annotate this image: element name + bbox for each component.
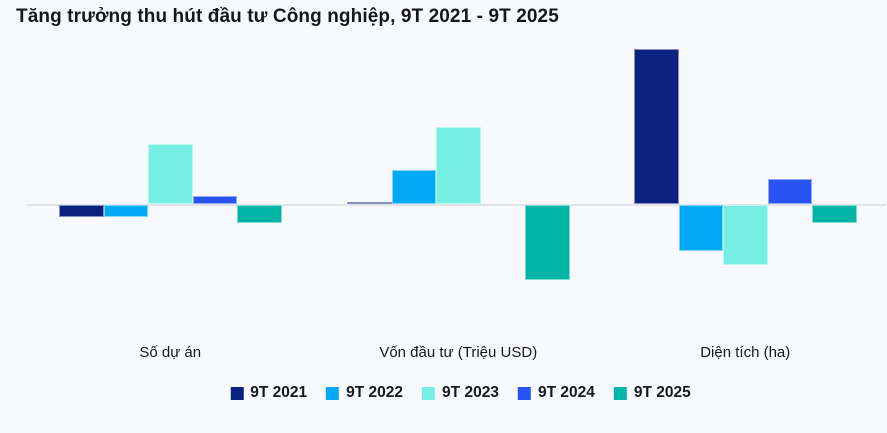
chart-bar xyxy=(391,170,436,204)
category-label: Vốn đầu tư (Triệu USD) xyxy=(379,344,538,361)
chart-bar xyxy=(192,196,237,204)
chart-bar xyxy=(237,205,282,223)
legend-label: 9T 2022 xyxy=(346,384,404,401)
legend-item: 9T 2023 xyxy=(422,384,499,402)
legend-item: 9T 2024 xyxy=(517,384,595,402)
legend: 9T 2021 9T 2022 9T 2023 9T 2024 9T 2025 xyxy=(230,384,691,402)
legend-swatch-icon xyxy=(422,386,436,400)
chart-bar xyxy=(148,144,193,204)
legend-swatch-icon xyxy=(326,386,340,400)
category-label: Diện tích (ha) xyxy=(700,344,791,361)
chart-bar xyxy=(347,202,392,204)
chart-bar xyxy=(723,205,768,265)
chart-bar xyxy=(678,205,723,251)
legend-item: 9T 2021 xyxy=(230,384,307,402)
legend-label: 9T 2023 xyxy=(442,384,499,401)
legend-label: 9T 2021 xyxy=(250,384,308,401)
chart-bar xyxy=(634,49,679,204)
chart-bar xyxy=(436,127,481,204)
legend-item: 9T 2025 xyxy=(613,384,691,402)
zero-axis-line xyxy=(27,204,886,206)
chart-bar xyxy=(812,205,857,223)
legend-label: 9T 2024 xyxy=(537,384,595,401)
chart-bar xyxy=(59,205,104,217)
chart-bar xyxy=(525,205,570,280)
legend-item: 9T 2022 xyxy=(326,384,403,402)
legend-swatch-icon xyxy=(230,386,244,400)
chart-bar xyxy=(767,179,812,204)
legend-label: 9T 2025 xyxy=(633,384,691,401)
category-label: Số dự án xyxy=(139,344,202,361)
legend-swatch-icon xyxy=(613,386,627,400)
chart-title: Tăng trưởng thu hút đầu tư Công nghiệp, … xyxy=(16,6,559,27)
legend-swatch-icon xyxy=(517,386,531,400)
chart-bar xyxy=(103,205,148,217)
